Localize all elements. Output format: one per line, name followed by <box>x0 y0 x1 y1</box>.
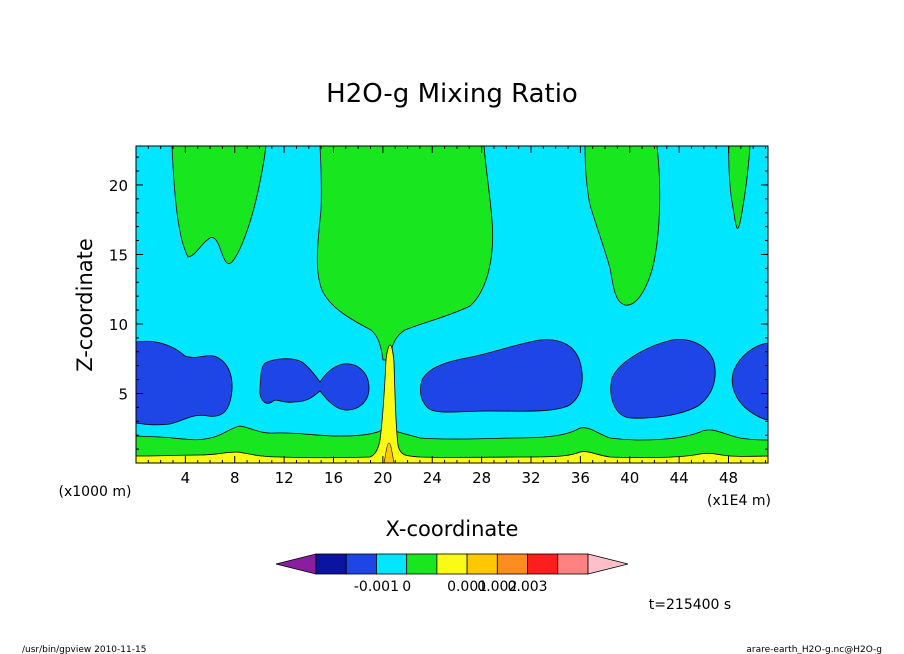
x-tick-label: 28 <box>472 469 491 487</box>
colorbar-segment <box>527 553 559 575</box>
colorbar-segment <box>406 553 438 575</box>
orange-spike <box>383 442 395 463</box>
x-unit-label: (x1E4 m) <box>707 493 771 509</box>
x-tick-label: 16 <box>324 469 343 487</box>
lower-green-band <box>136 425 768 463</box>
colorbar-label: 0.001 <box>447 579 487 595</box>
x-tick-label: 44 <box>670 469 689 487</box>
contour-field <box>136 146 768 463</box>
colorbar-label: 0.002 <box>477 579 517 595</box>
y-tick-label: 20 <box>109 177 128 195</box>
colorbar-label: -0.001 <box>354 579 399 595</box>
x-tick-label: 4 <box>181 469 191 487</box>
colorbar-label: 0.003 <box>508 579 548 595</box>
footer-left: /usr/bin/gpview 2010-11-15 <box>22 645 146 654</box>
plot-frame <box>135 145 769 464</box>
colorbar-segment <box>466 553 498 575</box>
y-axis-title: Z-coordinate <box>73 238 97 372</box>
x-tick-label: 24 <box>423 469 442 487</box>
blue-blob-4 <box>610 338 716 419</box>
colorbar-segment <box>557 553 589 575</box>
chart-title: H2O-g Mixing Ratio <box>326 79 578 109</box>
upper-green-plume-left <box>171 146 267 264</box>
blue-blob-1 <box>136 340 233 426</box>
footer-right: arare-earth_H2O-g.nc@H2O-g <box>746 645 882 654</box>
colorbar-segment <box>345 553 377 575</box>
colorbar-segment <box>436 553 468 575</box>
time-label: t=215400 s <box>649 597 731 613</box>
colorbar-segment <box>376 553 408 575</box>
y-tick-label: 5 <box>118 385 128 403</box>
upper-green-plume-edge <box>728 146 751 229</box>
x-tick-label: 32 <box>521 469 540 487</box>
y-unit-label: (x1000 m) <box>59 484 132 500</box>
colorbar-over-triangle <box>587 553 629 575</box>
x-tick-label: 8 <box>230 469 240 487</box>
y-tick-label: 10 <box>109 316 128 334</box>
x-tick-label: 12 <box>275 469 294 487</box>
blue-blob-5 <box>731 342 768 421</box>
bottom-yellow-band <box>136 344 768 463</box>
y-tick-label: 15 <box>109 246 128 264</box>
x-tick-label: 36 <box>571 469 590 487</box>
x-tick-label: 40 <box>620 469 639 487</box>
colorbar-segment <box>315 553 347 575</box>
x-tick-label: 20 <box>373 469 392 487</box>
colorbar-under-triangle <box>275 553 317 575</box>
x-tick-label: 48 <box>719 469 738 487</box>
blue-blob-3 <box>420 339 583 413</box>
colorbar-label: 0 <box>402 579 411 595</box>
blue-blob-2 <box>259 358 370 411</box>
colorbar-segment <box>496 553 528 575</box>
x-axis-title: X-coordinate <box>386 517 519 541</box>
upper-green-plume-right <box>584 146 661 306</box>
